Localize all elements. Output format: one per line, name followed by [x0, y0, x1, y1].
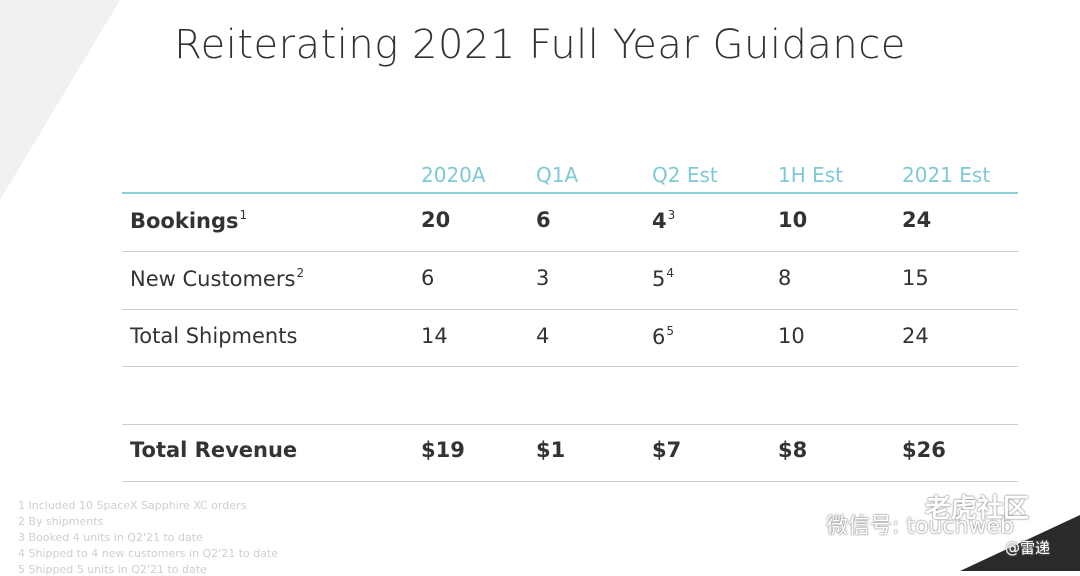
text: 4	[536, 324, 550, 348]
row-label: Bookings1	[130, 208, 247, 233]
footnote: 5 Shipped 5 units in Q2'21 to date	[18, 563, 207, 576]
column-header: 2021 Est	[902, 163, 991, 187]
row-label: Total Shipments	[130, 324, 297, 348]
text: 24	[902, 324, 929, 348]
watermark: 老虎社区	[925, 494, 1030, 524]
footnote-ref: 5	[666, 324, 675, 338]
text: Total Shipments	[130, 324, 298, 348]
column-header: Q1A	[536, 163, 579, 187]
footnote: 4 Shipped to 4 new customers in Q2'21 to…	[18, 547, 279, 560]
table-cell: $1	[536, 438, 565, 462]
table-cell: $26	[902, 438, 946, 462]
text: $26	[902, 438, 946, 462]
table-cell: 20	[421, 208, 450, 232]
table-cell: 14	[421, 324, 448, 348]
text: Bookings	[130, 209, 239, 233]
footnote-ref: 2	[296, 266, 305, 280]
table-cell: 4	[536, 324, 549, 348]
table-cell: $8	[778, 438, 807, 462]
header-rule	[122, 192, 1018, 194]
footnote: 3 Booked 4 units in Q2'21 to date	[18, 531, 203, 544]
text: $19	[421, 438, 465, 462]
table-cell: $19	[421, 438, 465, 462]
table-cell: 6	[536, 208, 551, 232]
footnote-ref: 1	[239, 208, 248, 222]
table-cell: 24	[902, 208, 931, 232]
table-cell: 6	[421, 266, 434, 290]
table-cell: 10	[778, 324, 805, 348]
table-cell: 15	[902, 266, 929, 290]
table-cell: 24	[902, 324, 929, 348]
footnote: 2 By shipments	[18, 515, 104, 528]
footnote: 1 Included 10 SpaceX Sapphire XC orders	[18, 499, 247, 512]
row-label: New Customers2	[130, 266, 304, 291]
table-cell: 54	[652, 266, 674, 291]
corner-dark	[960, 515, 1080, 571]
slide-title: Reiterating 2021 Full Year Guidance	[174, 22, 906, 68]
text: 15	[902, 266, 929, 290]
text: 6	[421, 266, 435, 290]
text: 5	[652, 267, 666, 291]
text: $1	[536, 438, 566, 462]
text: 14	[421, 324, 448, 348]
text: 6	[652, 325, 666, 349]
watermark: @雷递	[1005, 539, 1051, 557]
table-cell: 65	[652, 324, 674, 349]
text: 8	[778, 266, 792, 290]
table-cell: 8	[778, 266, 791, 290]
table-cell: 3	[536, 266, 549, 290]
row-rule	[122, 481, 1018, 482]
table-cell: 43	[652, 208, 675, 233]
footnote-ref: 3	[667, 208, 676, 222]
row-rule	[122, 424, 1018, 425]
column-header: Q2 Est	[652, 163, 718, 187]
text: 4	[652, 209, 667, 233]
table-cell: 10	[778, 208, 807, 232]
text: 10	[778, 324, 805, 348]
text: New Customers	[130, 267, 296, 291]
row-rule	[122, 366, 1018, 367]
corner-shade	[0, 0, 120, 200]
footnote-ref: 4	[666, 266, 675, 280]
watermark: 微信号: touchweb	[826, 514, 1014, 539]
text: 6	[536, 208, 551, 232]
text: 24	[902, 208, 932, 232]
column-header: 1H Est	[778, 163, 844, 187]
column-header: 2020A	[421, 163, 486, 187]
table-cell: $7	[652, 438, 681, 462]
text: 10	[778, 208, 808, 232]
text: 20	[421, 208, 451, 232]
text: $8	[778, 438, 808, 462]
text: Total Revenue	[130, 438, 298, 462]
text: 3	[536, 266, 550, 290]
text: $7	[652, 438, 682, 462]
row-rule	[122, 309, 1018, 310]
row-label: Total Revenue	[130, 438, 297, 462]
row-rule	[122, 251, 1018, 252]
